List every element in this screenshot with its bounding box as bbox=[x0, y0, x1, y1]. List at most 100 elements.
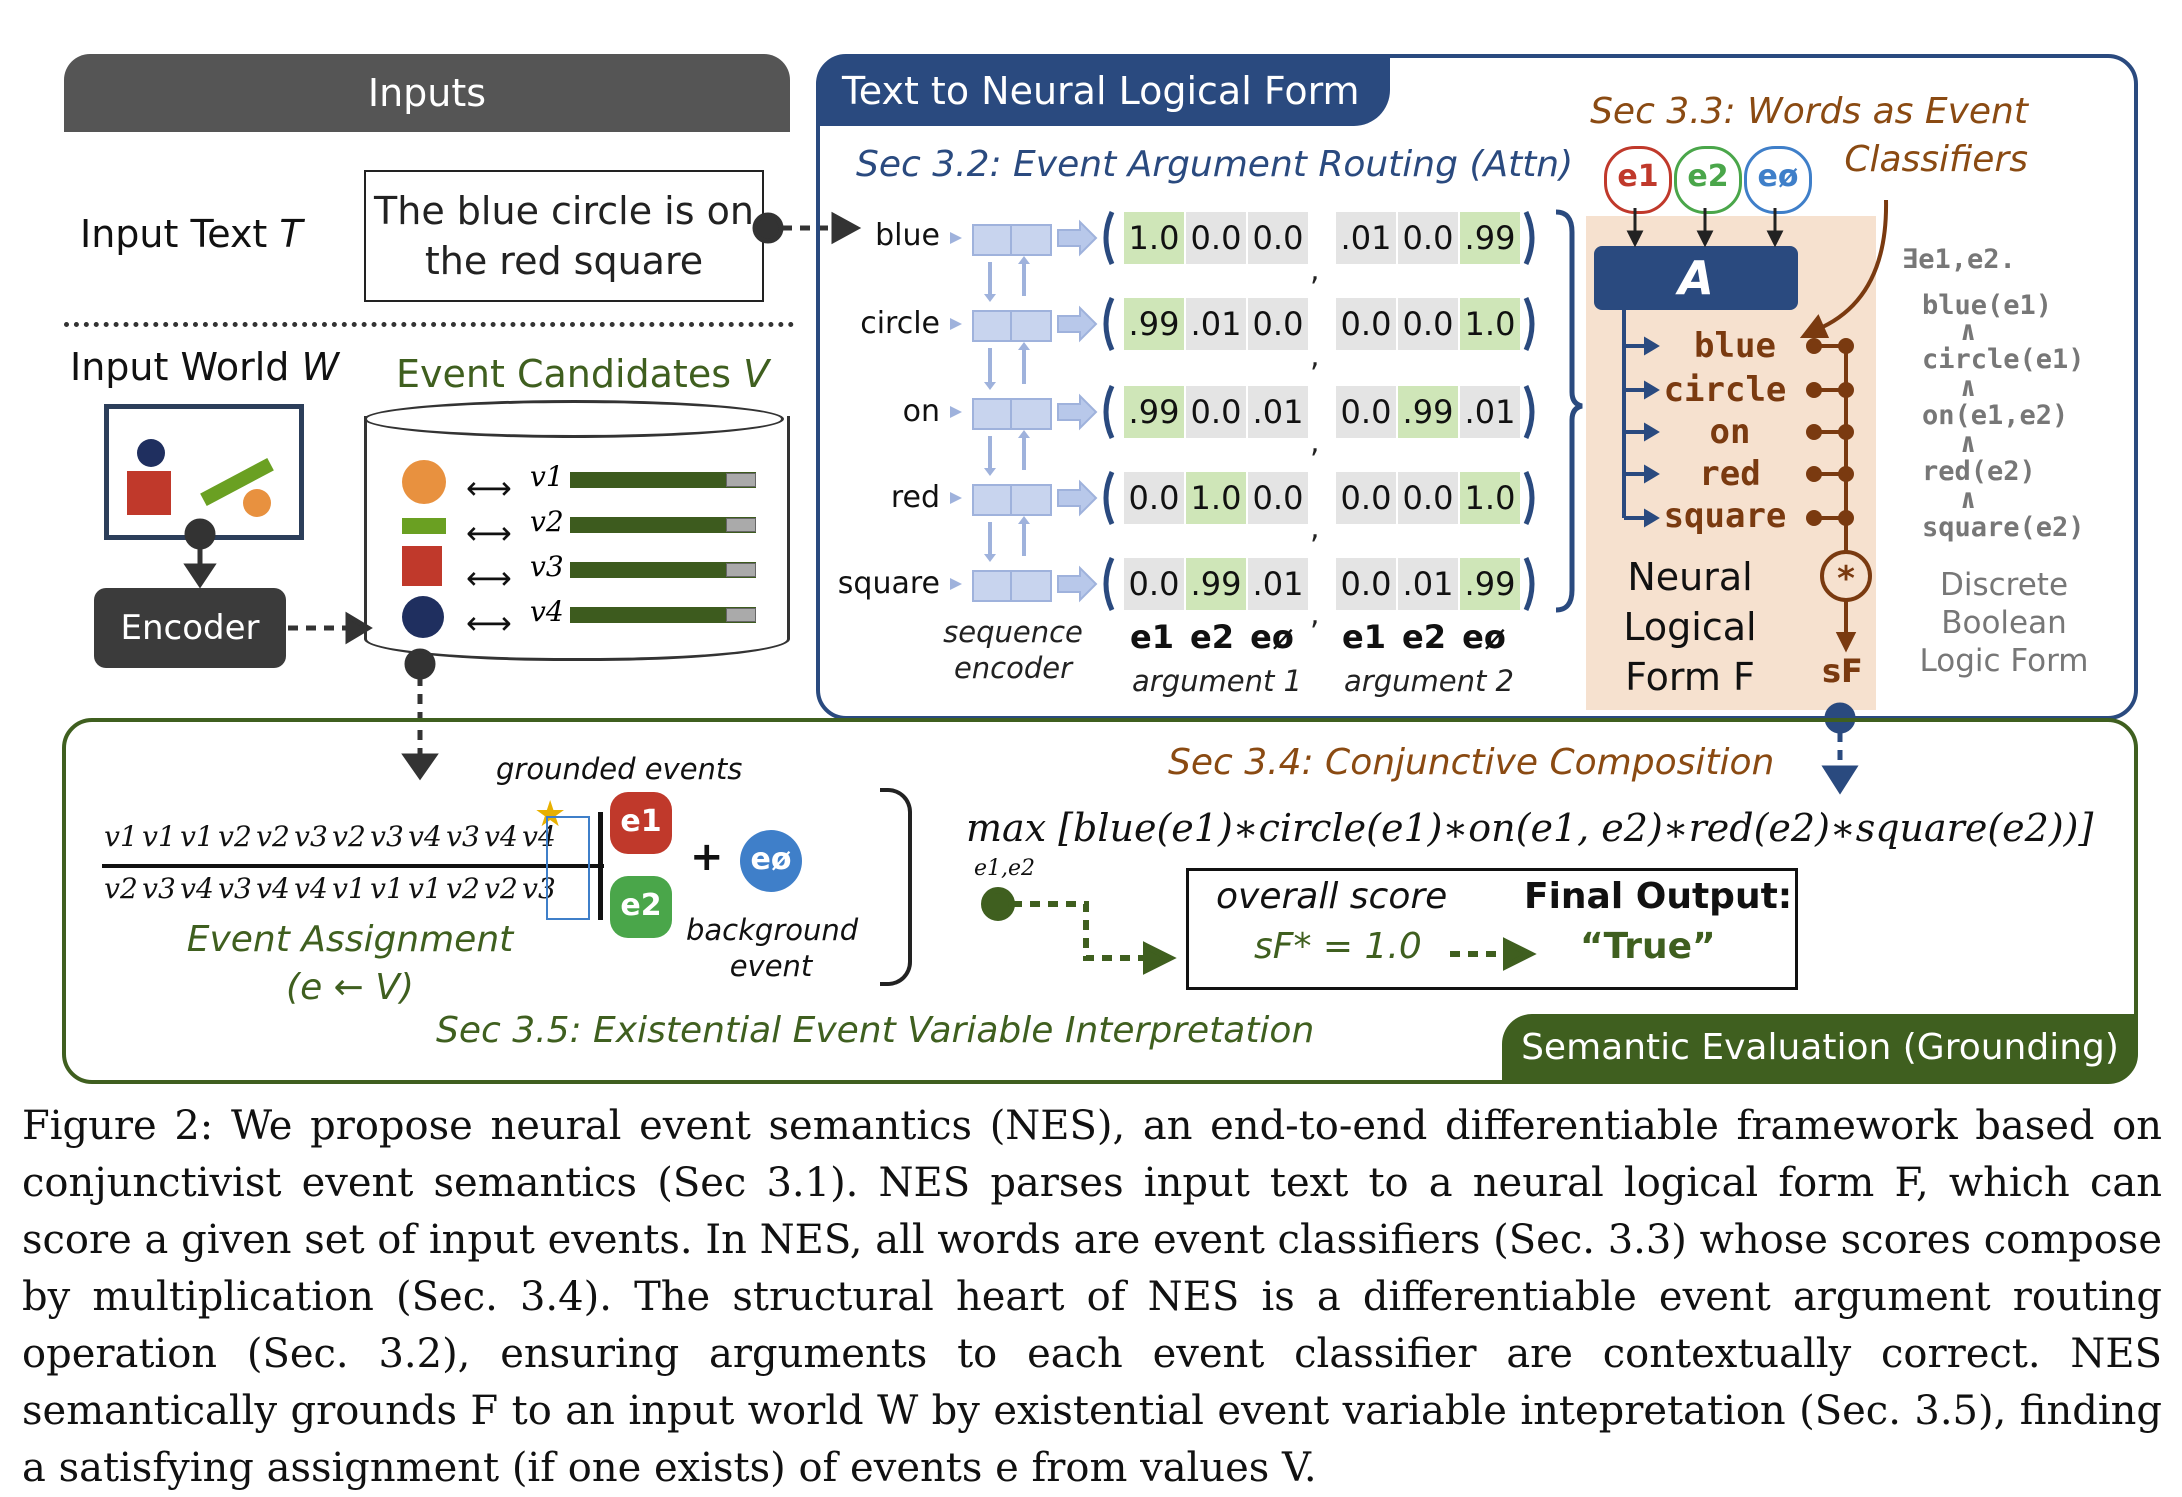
input-text-label: Input Text T bbox=[80, 212, 303, 256]
argument2-label: argument 2 bbox=[1344, 664, 1514, 698]
lf-word-on: on bbox=[1709, 412, 1751, 452]
world-blue-circle bbox=[137, 439, 165, 467]
world-red-square bbox=[127, 471, 171, 515]
input-world-label: Input World W bbox=[70, 345, 340, 389]
event-e2-icon: e2 bbox=[1674, 146, 1742, 214]
semantic-eval-header: Semantic Evaluation (Grounding) bbox=[1502, 1014, 2138, 1082]
argument2-cell: .01 bbox=[1398, 558, 1458, 610]
comma-row: ,,,,, bbox=[1310, 253, 1320, 632]
argument2-cell: 1.0 bbox=[1460, 472, 1520, 524]
candidate-v3: v3 bbox=[530, 550, 564, 583]
overall-score-label: overall score bbox=[1216, 876, 1448, 917]
argument1-cell: .99 bbox=[1186, 558, 1246, 610]
candidate-orange-circle bbox=[402, 460, 446, 504]
max-subscript: e1,e2 bbox=[974, 856, 1036, 881]
argument1-cell: 0.0 bbox=[1186, 386, 1246, 438]
figure-caption: Figure 2: We propose neural event semant… bbox=[22, 1103, 2162, 1491]
discrete-logic-label: Discrete Boolean Logic Form bbox=[1919, 567, 2089, 679]
assignment-value: v1 bbox=[104, 820, 138, 853]
logic-and-3: ∧ bbox=[1960, 428, 1977, 459]
assignment-highlight bbox=[546, 816, 590, 920]
composition-brace bbox=[880, 788, 912, 986]
assignment-value: v3 bbox=[218, 872, 252, 905]
encoder-cell-1 bbox=[972, 224, 1052, 256]
argument1-cell: 0.0 bbox=[1124, 472, 1184, 524]
argument1-cell: 0.0 bbox=[1186, 212, 1246, 264]
argument2-cell: 0.0 bbox=[1398, 472, 1458, 524]
candidate-v2: v2 bbox=[530, 505, 564, 538]
assignment-value: v4 bbox=[180, 872, 214, 905]
argument2-cell: 0.0 bbox=[1336, 298, 1396, 350]
word-blue: blue bbox=[875, 218, 940, 253]
inputs-header: Inputs bbox=[64, 54, 790, 132]
logic-red: red(e2) bbox=[1922, 456, 2036, 487]
logic-square: square(e2) bbox=[1922, 512, 2085, 543]
score-connector bbox=[981, 887, 1537, 975]
background-event-label: background event bbox=[686, 913, 859, 983]
sequence-encoder-label: sequence encoder bbox=[943, 615, 1083, 685]
assignment-value: v3 bbox=[142, 872, 176, 905]
argument2-cell: .99 bbox=[1460, 212, 1520, 264]
argument1-cell: 0.0 bbox=[1248, 212, 1308, 264]
argument1-cell: .01 bbox=[1186, 298, 1246, 350]
word-square: square bbox=[837, 566, 940, 601]
encoder-block: Encoder bbox=[94, 588, 286, 668]
assignment-value: v1 bbox=[332, 872, 366, 905]
candidate-blue-circle bbox=[402, 596, 444, 638]
assignment-value: v2 bbox=[332, 820, 366, 853]
logic-and-2: ∧ bbox=[1960, 372, 1977, 403]
candidate-v1: v1 bbox=[530, 460, 564, 493]
argument2-cell: .01 bbox=[1460, 386, 1520, 438]
star-icon: ★ bbox=[534, 794, 567, 835]
assignment-bar bbox=[598, 812, 603, 920]
argument1-cell: .01 bbox=[1248, 558, 1308, 610]
argument2-cell: 0.0 bbox=[1398, 298, 1458, 350]
event-ebg-icon: eø bbox=[1744, 146, 1812, 214]
sec35-title: Sec 3.5: Existential Event Variable Inte… bbox=[436, 1010, 1315, 1051]
overall-score-value: sF* = 1.0 bbox=[1254, 926, 1422, 967]
candidate-arrows: ⟷ ⟷ ⟷ ⟷ bbox=[466, 469, 512, 642]
final-output-label: Final Output: bbox=[1524, 876, 1793, 917]
grounded-events-label: grounded events bbox=[496, 752, 743, 786]
candidate-bar-1 bbox=[570, 472, 756, 488]
assignment-value: v3 bbox=[446, 820, 480, 853]
argument1-cell: .01 bbox=[1248, 386, 1308, 438]
candidate-bar-3 bbox=[570, 562, 756, 578]
encoder-cell-5 bbox=[972, 570, 1052, 602]
candidate-bar-2 bbox=[570, 517, 756, 533]
candidate-v4: v4 bbox=[530, 595, 564, 628]
argument2-cell: 0.0 bbox=[1336, 472, 1396, 524]
output-box bbox=[1186, 868, 1798, 990]
assignment-row-1: v1 v1 v1 v2 v2 v3 v2 v3 v4 v3 v4 v4 bbox=[102, 820, 558, 853]
assignment-value: v3 bbox=[294, 820, 328, 853]
argument1-cell: 0.0 bbox=[1248, 472, 1308, 524]
assignment-value: v4 bbox=[294, 872, 328, 905]
encoder-cell-4 bbox=[972, 484, 1052, 516]
argument2-cell: 0.0 bbox=[1336, 558, 1396, 610]
argument1-cell: 0.0 bbox=[1124, 558, 1184, 610]
argument1-cell: 0.0 bbox=[1248, 298, 1308, 350]
event-ebg-badge: eø bbox=[740, 830, 802, 892]
assignment-value: v2 bbox=[256, 820, 290, 853]
assignment-value: v4 bbox=[408, 820, 442, 853]
arg2-event-headers: e1 e2 eø bbox=[1342, 618, 1506, 656]
event-e1-icon: e1 bbox=[1604, 146, 1672, 214]
assignment-divider bbox=[102, 864, 604, 868]
candidate-red-square bbox=[402, 546, 442, 586]
assignment-value: v3 bbox=[370, 820, 404, 853]
argument2-cell: .01 bbox=[1336, 212, 1396, 264]
event-e2-badge: e2 bbox=[610, 876, 672, 938]
assignment-value: v3 bbox=[522, 872, 556, 905]
word-circle: circle bbox=[860, 306, 940, 341]
assignment-value: v2 bbox=[446, 872, 480, 905]
logic-and-1: ∧ bbox=[1960, 316, 1977, 347]
sec33-title: Sec 3.3: Words as Event Classifiers bbox=[1590, 91, 2028, 180]
assignment-value: v1 bbox=[142, 820, 176, 853]
word-on: on bbox=[902, 394, 940, 429]
plus-sign: + bbox=[690, 834, 724, 880]
classifier-block-a: A bbox=[1594, 246, 1798, 310]
sec34-title: Sec 3.4: Conjunctive Composition bbox=[1168, 742, 1775, 783]
candidates-cylinder-top bbox=[364, 400, 784, 438]
lf-word-square: square bbox=[1663, 496, 1787, 536]
logic-blue: blue(e1) bbox=[1922, 290, 2053, 321]
